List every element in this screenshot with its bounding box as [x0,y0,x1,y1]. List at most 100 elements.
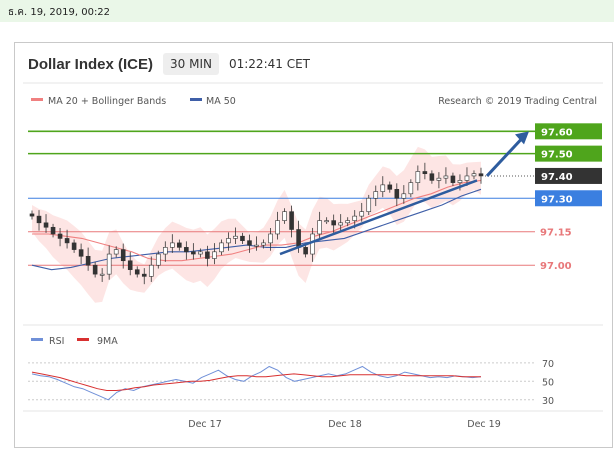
rsi-legend-swatch [31,338,43,341]
rsi-line [31,365,482,401]
candle [134,269,140,275]
candle [303,247,308,255]
candle [106,253,112,275]
rsi-legend-label: RSI [49,336,64,347]
candle [219,242,224,253]
candle [373,191,379,199]
candle [240,235,245,241]
price-label-box [535,167,602,184]
candle [177,242,182,248]
candle [289,211,294,230]
ma50-legend-swatch [190,98,202,101]
candle [310,233,315,255]
candle [275,220,280,235]
top-date: ธ.ค. 19, 2019, 00:22 [8,7,111,18]
candle [268,233,273,244]
ma50-legend-label: MA 50 [206,96,236,107]
bollinger-band [32,146,481,303]
candle [162,247,168,255]
timestamp: 01:22:41 CET [228,57,310,71]
candle [64,238,70,244]
projection-arrowhead [515,131,529,145]
candle [443,175,449,179]
candle [387,184,393,190]
top-date-bar: ธ.ค. 19, 2019, 00:22 [0,0,614,22]
candle [394,189,400,199]
candle [184,247,189,253]
candle [464,175,470,181]
rsi-pane: 70 50 30 [28,359,554,407]
candle [50,226,56,235]
candle [296,229,301,248]
candle [324,220,329,223]
chart-svg: MA 20 + Bollinger Bands MA 50 Research ©… [23,82,603,430]
candle [120,249,126,262]
x-tick-label: Dec 18 [328,419,362,430]
ma20-legend-swatch [31,98,43,101]
rsi-9ma-line [31,371,481,391]
price-label: 97.40 [541,172,573,183]
candle [261,242,266,246]
candle [233,235,238,239]
rsi-tick-label: 30 [542,396,554,407]
candle [113,249,119,255]
candle [78,249,84,257]
candle [338,222,343,226]
candle [345,220,351,224]
chart-header: Dollar Index (ICE) 30 MIN 01:22:41 CET [28,51,310,77]
candle [99,273,105,276]
chart-title: Dollar Index (ICE) [28,55,154,73]
rsi-tick-label: 50 [542,377,554,388]
candle [148,264,154,277]
candle [141,273,147,277]
candle [380,184,386,192]
x-tick-label: Dec 17 [188,419,222,430]
trend-line [279,179,478,256]
price-label: 97.15 [540,228,572,239]
candle [457,180,463,183]
candle [198,251,203,255]
timeframe-badge[interactable]: 30 MIN [163,53,219,75]
candle [36,215,42,224]
candle [191,251,196,255]
candle [282,211,287,221]
candle [359,211,365,217]
projection-arrow [485,136,525,177]
price-label: 97.50 [541,150,573,161]
candle [205,251,210,259]
candle [226,238,231,244]
candle [422,171,428,175]
price-label: 97.30 [541,194,573,205]
candle [401,193,407,199]
ma20-legend-label: MA 20 + Bollinger Bands [48,96,166,107]
candle [317,220,322,235]
candle [155,253,161,266]
candle [331,220,336,226]
price-label: 97.60 [541,127,573,138]
candle [247,240,252,246]
candle [212,251,217,259]
candle [170,242,175,248]
candle [254,244,259,247]
price-label-box [535,145,602,162]
candle [57,233,63,239]
candle [366,197,372,212]
source-label: Research © 2019 Trading Central [438,96,597,107]
candle [450,175,456,183]
candle [43,222,49,228]
candle [415,171,421,183]
candle [127,260,133,270]
x-tick-label: Dec 19 [467,419,501,430]
candle [436,177,442,181]
price-label-box [535,190,602,207]
price-label: 97.00 [540,261,572,272]
candle [92,264,98,275]
candle [408,182,414,195]
rsi9-legend-label: 9MA [97,336,118,347]
candle [85,255,91,266]
candle [71,242,77,250]
price-pane: 97.60 97.50 97.40 97.30 97.15 97.00 [28,123,602,303]
candle [478,173,484,177]
x-axis: Dec 17 Dec 18 Dec 19 [188,419,501,430]
candle [429,173,435,181]
